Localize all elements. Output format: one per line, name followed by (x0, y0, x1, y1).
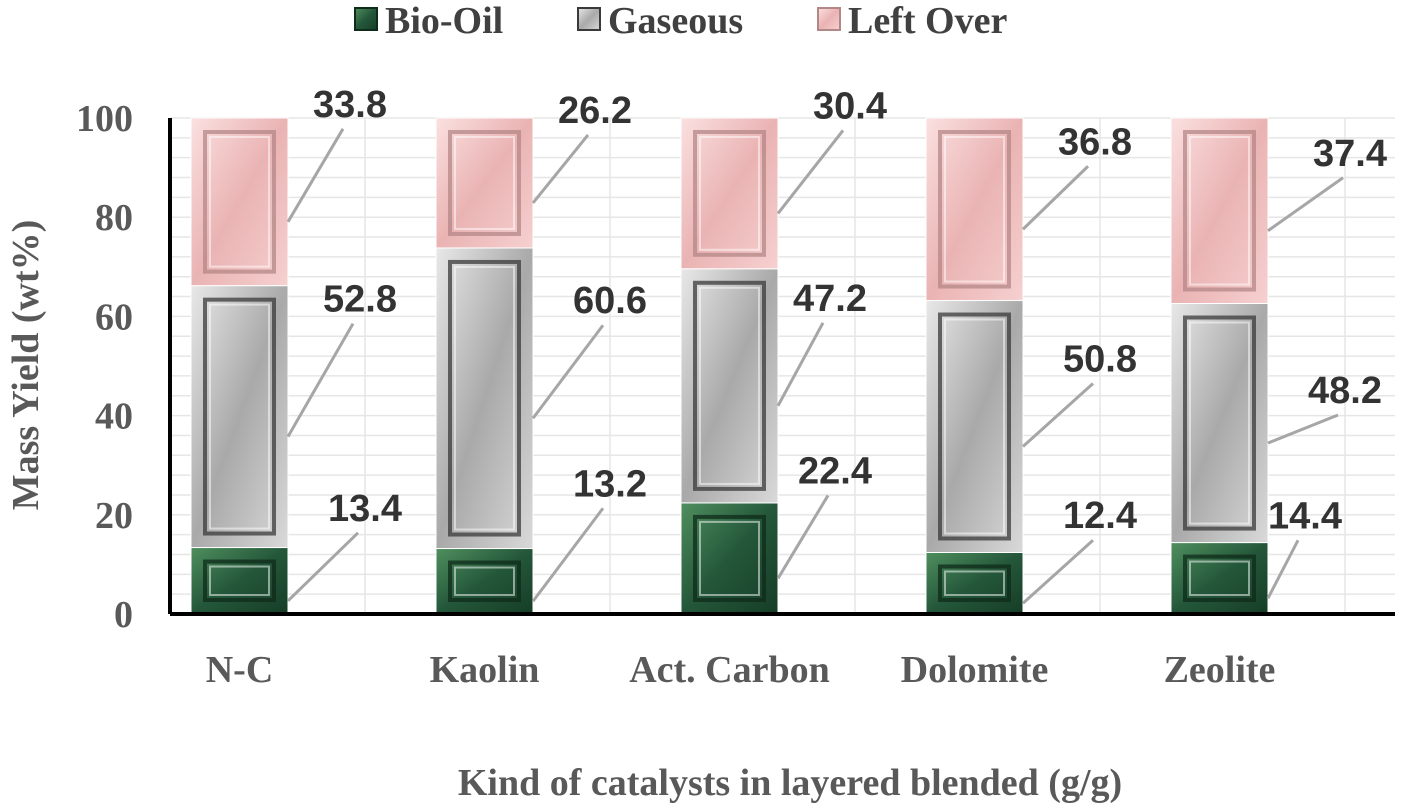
legend-label: Bio-Oil (385, 0, 503, 42)
x-category-labels: N-C Kaolin Act. Carbon Dolomite Zeolite (206, 649, 1276, 691)
legend-item: Gaseous (577, 0, 743, 42)
y-tick-label: 0 (114, 594, 133, 636)
leader-line (1267, 413, 1339, 445)
leader-line (1266, 539, 1300, 599)
data-label: 36.8 (1058, 121, 1132, 163)
legend: Bio-Oil Gaseous Left Over (354, 0, 1007, 42)
bar-segment-gaseous (435, 247, 534, 550)
legend-swatch (817, 7, 841, 31)
y-tick-label: 80 (95, 197, 133, 239)
leader-line (286, 128, 345, 223)
x-category-label: N-C (206, 649, 274, 691)
leader-line (531, 507, 605, 603)
bar-segment-bio-oil (680, 502, 779, 615)
y-axis-title: Mass Yield (wt%) (5, 220, 47, 511)
bar-segment-bio-oil (1170, 542, 1269, 615)
data-label: 33.8 (313, 84, 387, 126)
data-label: 60.6 (573, 280, 647, 322)
legend-label: Left Over (848, 0, 1007, 42)
leader-line (1267, 176, 1344, 232)
bar-segment-bio-oil (435, 548, 534, 615)
y-tick-label: 20 (95, 495, 133, 537)
data-labels: 13.4 52.8 33.8 13.2 60.6 26.2 22.4 47.2 30.4 12.4… (313, 84, 1387, 537)
leader-line (531, 134, 590, 204)
x-category-label: Act. Carbon (629, 649, 830, 691)
bar-segment-bio-oil (925, 551, 1024, 615)
legend-item: Left Over (817, 0, 1007, 42)
bar-segment-left-over (190, 117, 289, 287)
x-category-label: Dolomite (901, 649, 1049, 691)
y-tick-label: 60 (95, 296, 133, 338)
legend-item: Bio-Oil (354, 0, 503, 42)
leader-line (286, 322, 355, 438)
data-label: 50.8 (1063, 339, 1137, 381)
data-label: 48.2 (1308, 370, 1382, 412)
leader-line (531, 324, 605, 420)
x-category-label: Kaolin (430, 649, 540, 691)
y-tick-label: 40 (95, 396, 133, 438)
leader-line (1021, 382, 1095, 448)
bars (190, 117, 1269, 615)
leader-line (776, 322, 825, 407)
bar-segment-gaseous (680, 268, 779, 504)
leader-line (1021, 165, 1090, 231)
bar-segment-gaseous (925, 300, 1024, 553)
x-category-label: Zeolite (1164, 649, 1276, 691)
data-label: 37.4 (1313, 133, 1387, 175)
bar-segment-left-over (435, 117, 534, 249)
data-label: 12.4 (1063, 495, 1137, 537)
legend-swatch (354, 7, 378, 31)
data-label: 14.4 (1268, 495, 1342, 537)
x-axis-title: Kind of catalysts in layered blended (g/… (458, 762, 1122, 804)
legend-swatch (577, 7, 601, 31)
bar-segment-gaseous (190, 285, 289, 549)
data-label: 13.4 (328, 488, 402, 530)
data-label: 13.2 (573, 463, 647, 505)
data-label: 30.4 (813, 85, 887, 127)
leader-lines (286, 128, 1344, 605)
leader-line (286, 531, 360, 602)
legend-label: Gaseous (608, 0, 743, 42)
data-label: 47.2 (793, 278, 867, 320)
data-label: 26.2 (558, 90, 632, 132)
data-label: 22.4 (798, 450, 872, 492)
leader-line (1021, 539, 1095, 605)
axes (168, 118, 1395, 616)
data-label: 52.8 (323, 279, 397, 321)
bar-segment-left-over (680, 117, 779, 270)
bar-segment-left-over (925, 117, 1024, 302)
leader-line (776, 129, 845, 215)
bar-segment-left-over (1170, 117, 1269, 305)
bar-segment-bio-oil (190, 547, 289, 615)
y-tick-labels: 0 20 40 60 80 100 (76, 98, 133, 636)
leader-line (776, 494, 830, 580)
bar-segment-gaseous (1170, 303, 1269, 544)
y-tick-label: 100 (76, 98, 133, 140)
